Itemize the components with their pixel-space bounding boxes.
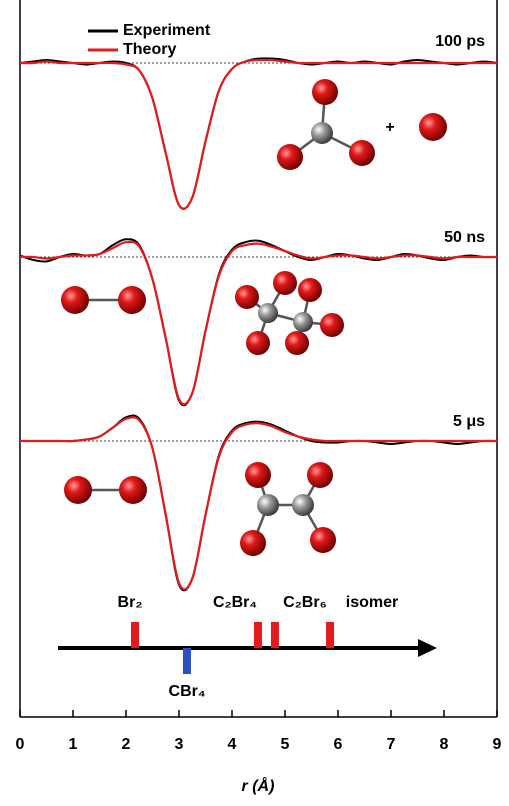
distance-marker bbox=[271, 622, 279, 648]
distance-marker bbox=[183, 648, 191, 674]
x-tick-label: 3 bbox=[175, 736, 184, 753]
marker-label: Br₂ bbox=[118, 594, 143, 611]
marker-label: isomer bbox=[346, 594, 398, 611]
x-tick-label: 7 bbox=[387, 736, 396, 753]
curve bbox=[20, 239, 497, 405]
x-tick-label: 1 bbox=[69, 736, 78, 753]
x-tick-label: 9 bbox=[493, 736, 502, 753]
x-tick-label: 0 bbox=[16, 736, 25, 753]
panel-label: 5 μs bbox=[453, 413, 485, 430]
panel-label: 50 ns bbox=[444, 229, 485, 246]
x-tick-label: 8 bbox=[440, 736, 449, 753]
x-axis-label: r (Å) bbox=[242, 776, 275, 795]
molecules: + bbox=[61, 79, 447, 556]
legend-label: Theory bbox=[123, 41, 176, 58]
chart: + r (Å) 0 1 2 3 4 5 6 7 8 9 Experiment Theory 100 ps… bbox=[0, 0, 509, 806]
marker-label: C₂Br₆ bbox=[283, 594, 327, 611]
x-tick-label: 6 bbox=[334, 736, 343, 753]
x-tick-label: 4 bbox=[228, 736, 237, 753]
distance-arrow bbox=[58, 639, 437, 657]
distance-marker bbox=[326, 622, 334, 648]
axes-frame bbox=[20, 0, 497, 717]
marker-label: CBr₄ bbox=[169, 683, 206, 700]
curve bbox=[20, 242, 497, 404]
distance-marker bbox=[131, 622, 139, 648]
legend-label: Experiment bbox=[123, 22, 211, 39]
x-tick-label: 2 bbox=[122, 736, 131, 753]
marker-label: C₂Br₄ bbox=[213, 594, 257, 611]
x-tick-label: 5 bbox=[281, 736, 290, 753]
panel-label: 100 ps bbox=[435, 33, 485, 50]
distance-marker bbox=[254, 622, 262, 648]
svg-text:+: + bbox=[385, 119, 394, 136]
